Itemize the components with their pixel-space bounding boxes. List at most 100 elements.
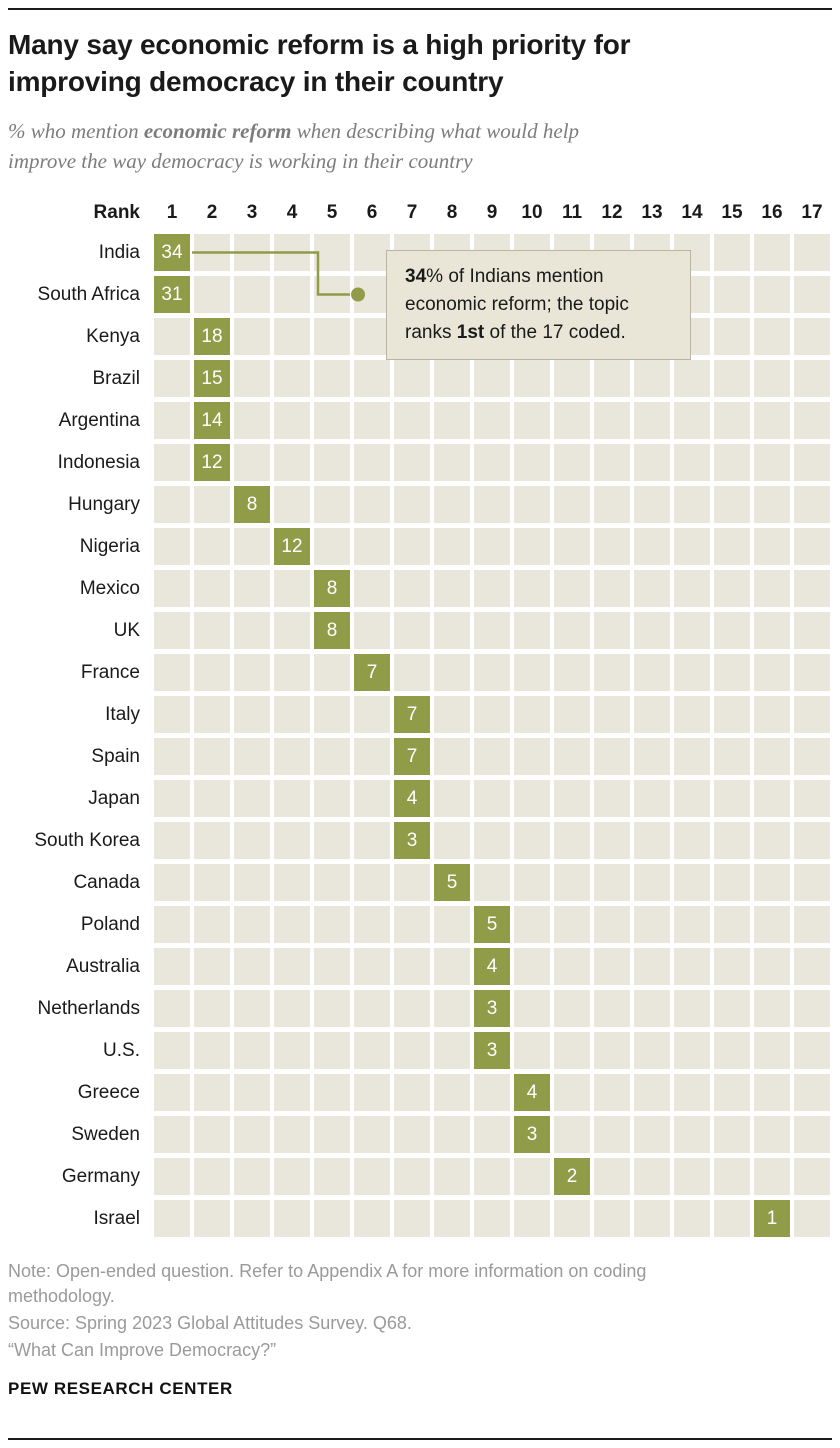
grid-cell	[794, 570, 830, 607]
grid-cell	[354, 696, 390, 733]
grid-cell	[274, 486, 310, 523]
value-cell: 15	[194, 360, 230, 397]
grid-cell	[634, 948, 670, 985]
grid-cell	[274, 990, 310, 1027]
grid-cell	[674, 738, 710, 775]
grid-cell	[194, 738, 230, 775]
grid-cell	[554, 1032, 590, 1069]
grid-cell	[514, 1200, 550, 1237]
row-label: Mexico	[79, 578, 140, 599]
grid-cell	[634, 864, 670, 901]
grid-cell	[434, 696, 470, 733]
grid-cell	[274, 402, 310, 439]
grid-cell	[674, 1032, 710, 1069]
grid-cell	[474, 864, 510, 901]
grid-cell	[194, 990, 230, 1027]
grid-cell	[474, 612, 510, 649]
value-cell: 7	[354, 654, 390, 691]
rank-column-header: 4	[286, 202, 298, 223]
grid-cell	[394, 360, 430, 397]
grid-cell	[474, 1074, 510, 1111]
grid-cell	[594, 444, 630, 481]
value-cell: 4	[474, 948, 510, 985]
grid-cell	[234, 822, 270, 859]
grid-cell	[634, 486, 670, 523]
callout-text-2: of the 17 coded.	[484, 322, 626, 343]
grid-cell	[714, 1200, 750, 1237]
grid-cell	[554, 990, 590, 1027]
grid-cell	[474, 780, 510, 817]
grid-cell	[314, 822, 350, 859]
grid-cell	[754, 570, 790, 607]
grid-cell	[474, 654, 510, 691]
chart-subtitle: % who mention economic reform when descr…	[8, 116, 638, 176]
grid-cell	[354, 444, 390, 481]
grid-cell	[594, 402, 630, 439]
grid-cell	[234, 696, 270, 733]
grid-cell	[634, 1074, 670, 1111]
grid-cell	[594, 780, 630, 817]
rank-column-header: 7	[406, 202, 418, 223]
grid-cell	[594, 1074, 630, 1111]
top-rule	[8, 8, 832, 10]
grid-cell	[594, 1032, 630, 1069]
grid-cell	[354, 1032, 390, 1069]
grid-cell	[194, 1116, 230, 1153]
grid-cell	[154, 864, 190, 901]
grid-cell	[714, 486, 750, 523]
grid-cell	[714, 990, 750, 1027]
grid-cell	[314, 444, 350, 481]
grid-cell	[234, 528, 270, 565]
grid-cell	[234, 360, 270, 397]
row-label: Japan	[88, 788, 140, 809]
grid-cell	[794, 780, 830, 817]
grid-cell	[274, 234, 310, 271]
grid-cell	[674, 528, 710, 565]
grid-cell	[194, 906, 230, 943]
grid-cell	[474, 1116, 510, 1153]
grid-cell	[754, 612, 790, 649]
grid-cell	[354, 1074, 390, 1111]
grid-cell	[714, 360, 750, 397]
grid-cell	[634, 360, 670, 397]
grid-cell	[794, 612, 830, 649]
grid-cell	[354, 990, 390, 1027]
rank-column-header: 17	[801, 202, 823, 223]
grid-cell	[354, 1116, 390, 1153]
grid-cell	[434, 360, 470, 397]
grid-cell	[434, 948, 470, 985]
grid-cell	[194, 780, 230, 817]
grid-cell	[794, 402, 830, 439]
grid-cell	[714, 1116, 750, 1153]
grid-cell	[154, 528, 190, 565]
grid-cell	[314, 276, 350, 313]
grid-cell	[554, 696, 590, 733]
grid-cell	[794, 1116, 830, 1153]
grid-cell	[154, 360, 190, 397]
rank-column-header: 11	[561, 202, 583, 223]
grid-cell	[274, 780, 310, 817]
grid-cell	[154, 486, 190, 523]
grid-cell	[314, 1158, 350, 1195]
grid-cell	[754, 738, 790, 775]
grid-cell	[154, 1158, 190, 1195]
grid-cell	[634, 570, 670, 607]
grid-cell	[394, 864, 430, 901]
grid-cell	[674, 402, 710, 439]
grid-cell	[274, 1074, 310, 1111]
row-label: Hungary	[68, 494, 140, 515]
grid-cell	[434, 780, 470, 817]
grid-cell	[394, 612, 430, 649]
grid-cell	[194, 486, 230, 523]
grid-cell	[154, 906, 190, 943]
grid-cell	[674, 906, 710, 943]
grid-cell	[394, 1158, 430, 1195]
value-cell: 4	[514, 1074, 550, 1111]
grid-cell	[354, 780, 390, 817]
grid-cell	[154, 1074, 190, 1111]
grid-cell	[234, 906, 270, 943]
rank-column-header: 10	[521, 202, 543, 223]
grid-cell	[754, 276, 790, 313]
rank-header-row: Rank 1 2 3 4 5 6 7 8 9 10 11 12 13 14 15 16 17	[8, 200, 832, 226]
